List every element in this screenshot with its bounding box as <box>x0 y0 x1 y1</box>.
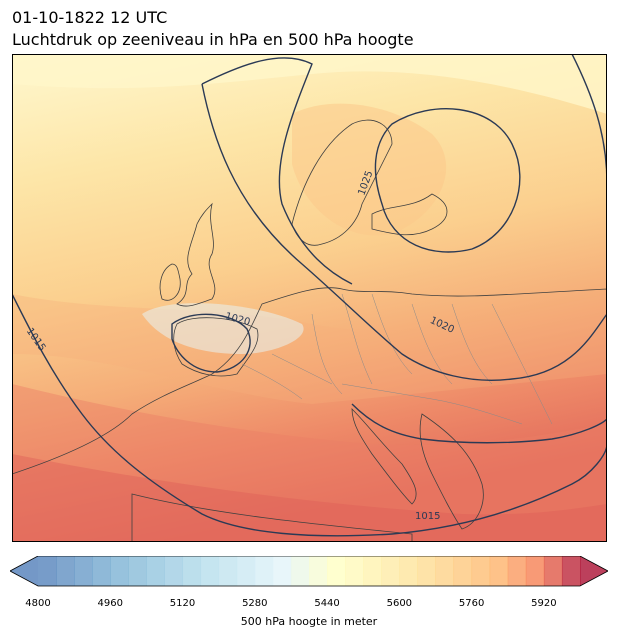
colorbar-segment <box>363 556 382 586</box>
colorbar-segments <box>10 556 608 586</box>
isobar-1025-scandinavia <box>374 108 521 253</box>
colorbar-segment <box>56 556 75 586</box>
colorbar-tick-label: 5440 <box>314 598 340 609</box>
coast-ireland <box>159 263 181 301</box>
colorbar-segment <box>489 556 509 586</box>
colorbar-segment <box>453 556 473 586</box>
colorbar-segment <box>92 556 111 586</box>
map-frame <box>12 54 607 542</box>
colorbar-segment <box>182 556 202 586</box>
country-borders <box>241 293 553 425</box>
colorbar-extend-low <box>10 556 38 586</box>
colorbar-segment <box>435 556 455 586</box>
isobar-1020-north <box>201 83 607 381</box>
colorbar-segment <box>110 556 129 586</box>
colorbar <box>10 556 608 587</box>
height-band <box>12 454 607 542</box>
colorbar-segment <box>561 556 581 586</box>
colorbar-segment <box>381 556 400 586</box>
coast-scandinavia <box>291 119 393 246</box>
colorbar-label: 500 hPa hoogte in meter <box>240 615 378 628</box>
coast-baltic <box>371 193 448 236</box>
colorbar-segment <box>399 556 418 586</box>
height-band <box>292 103 447 236</box>
coast-balkans <box>419 413 484 530</box>
coastlines <box>12 119 607 542</box>
colorbar-segment <box>38 556 57 586</box>
coast-north-africa <box>131 493 413 542</box>
colorbar-segment <box>200 556 220 586</box>
map-title: Luchtdruk op zeeniveau in hPa en 500 hPa… <box>12 30 414 49</box>
colorbar-segment <box>236 556 256 586</box>
colorbar-tick-label: 5280 <box>242 598 268 609</box>
colorbar-segment <box>128 556 147 586</box>
colorbar-segment <box>218 556 238 586</box>
colorbar-tick-label: 5760 <box>458 598 485 609</box>
colorbar-segment <box>507 556 527 586</box>
colorbar-segment <box>543 556 563 586</box>
height-band <box>12 384 607 542</box>
height-band <box>142 303 304 354</box>
colorbar-tick-label: 5600 <box>386 598 413 609</box>
colorbar-tick-label: 5920 <box>531 598 557 609</box>
colorbar-segment <box>525 556 545 586</box>
colorbar-segment <box>327 556 346 586</box>
colorbar-segment <box>417 556 436 586</box>
isobar-1020-north-loop <box>201 57 353 285</box>
colorbar-tick-label: 4960 <box>97 598 123 609</box>
colorbar-segment <box>290 556 310 586</box>
height-band <box>12 54 607 114</box>
isobars <box>12 54 607 537</box>
colorbar-segment <box>254 556 274 586</box>
colorbar-segment <box>345 556 364 586</box>
isobar-1015-east <box>351 403 607 444</box>
coast-iberia <box>173 317 259 377</box>
colorbar-segment <box>74 556 93 586</box>
colorbar-outline <box>10 556 608 587</box>
isobar-1015-west <box>12 293 607 537</box>
coast-continent <box>12 287 607 542</box>
weather-map: 1025 1020 1020 1015 1015 <box>12 54 607 542</box>
map-date-title: 01-10-1822 12 UTC <box>12 8 168 27</box>
colorbar-segment <box>471 556 491 586</box>
isobar-label: 1015 <box>415 511 440 522</box>
coast-britain <box>176 202 216 307</box>
colorbar-tick-label: 4800 <box>25 598 51 609</box>
colorbar-tick-label: 5120 <box>169 598 196 609</box>
colorbar-segment <box>309 556 328 586</box>
colorbar-segment <box>164 556 184 586</box>
colorbar-segment <box>146 556 165 586</box>
isobar-1020-iberia <box>171 313 251 373</box>
coast-italy <box>351 408 417 505</box>
colorbar-segment <box>272 556 292 586</box>
colorbar-extend-high <box>580 556 608 586</box>
